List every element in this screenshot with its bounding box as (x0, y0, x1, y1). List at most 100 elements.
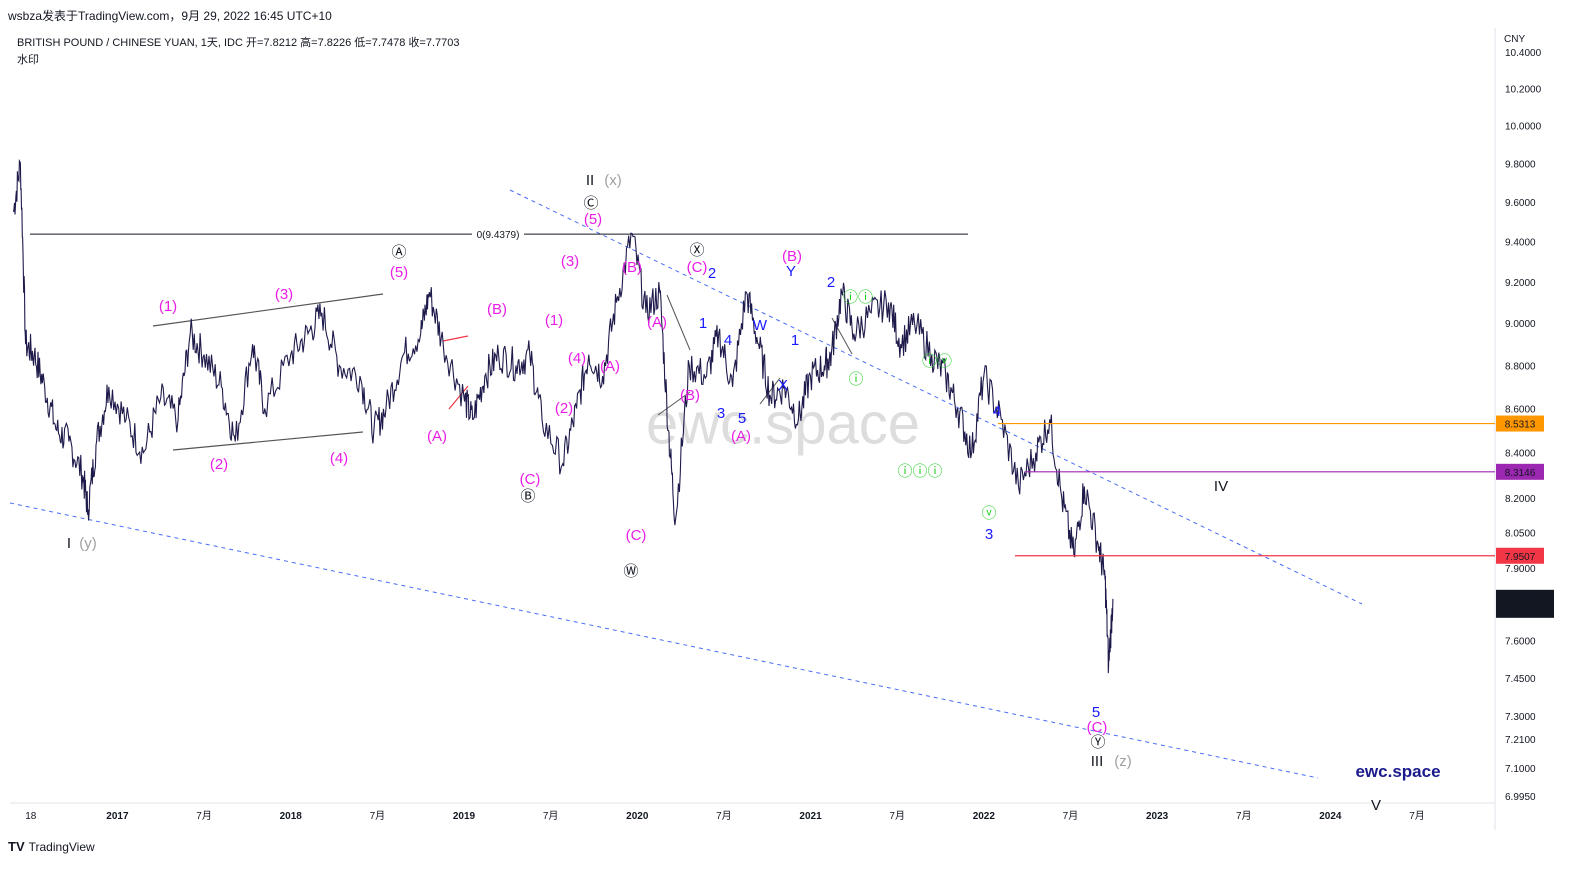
upper-trend-line (509, 189, 1363, 605)
wave-label-31: (A) (731, 428, 751, 445)
wave-label-6: (1) (159, 298, 177, 315)
level-tag-label-2: 7.9507 (1505, 552, 1536, 563)
wave-label-15: (1) (545, 312, 563, 329)
wave-label-4: Ⓐ (391, 244, 406, 261)
level-tag-label-0: 8.5313 (1505, 420, 1536, 431)
wave-label-0: II (586, 172, 594, 189)
red-wedge-top (442, 335, 469, 342)
x-tick-label-7: 2020 (626, 811, 649, 822)
wave-label-23: (C) (687, 259, 708, 276)
y-tick-label-6: 9.2000 (1505, 278, 1536, 289)
x-tick-label-14: 7月 (1236, 810, 1252, 822)
y-tick-label-17: 7.3000 (1505, 712, 1536, 723)
level-tag-1 (1496, 463, 1544, 480)
x-tick-label-5: 2019 (453, 811, 476, 822)
wave-label-26: (B) (680, 387, 700, 404)
wave-label-21: Ⓦ (623, 563, 638, 580)
close-value: 收=7.7703 (408, 37, 460, 49)
lower-channel-line (9, 502, 1319, 779)
price-line (12, 158, 1114, 674)
level-tag-0 (1496, 415, 1544, 432)
currency-label: CNY (1504, 34, 1525, 45)
wave-label-43: ⓥ (981, 505, 996, 522)
wave-label-34: 1 (791, 332, 799, 349)
x-tick-label-16: 7月 (1409, 810, 1425, 822)
fib-label-bg (472, 228, 524, 241)
x-tick-label-1: 2017 (106, 811, 129, 822)
symbol-legend: BRITISH POUND / CHINESE YUAN, 1天, IDC 开=… (17, 34, 460, 50)
wave-label-52: (y) (79, 535, 97, 552)
low-value: 低=7.7478 (354, 37, 406, 49)
x-tick-label-9: 2021 (799, 811, 822, 822)
wave-label-3: (5) (584, 211, 602, 228)
y-tick-label-19: 7.1000 (1505, 764, 1536, 775)
wedge-line-c (759, 377, 781, 405)
fib-level-label: 0(9.4379) (477, 230, 520, 241)
countdown-label: 15:14:13 (1505, 606, 1544, 617)
y-tick-label-20: 6.9950 (1505, 792, 1536, 803)
x-tick-label-2: 7月 (196, 810, 212, 822)
wave-label-53: V (1371, 797, 1381, 814)
high-value: 高=7.8226 (300, 37, 352, 49)
plot-area[interactable] (10, 28, 1495, 803)
wave-label-41: ⓘⓘⓘ (897, 463, 942, 480)
wave-label-7: (3) (275, 286, 293, 303)
y-tick-label-4: 9.6000 (1505, 198, 1536, 209)
wave-label-44: 3 (985, 526, 993, 543)
y-tick-label-8: 8.8000 (1505, 361, 1536, 372)
wave-label-17: (2) (555, 400, 573, 417)
wave-label-51: I (67, 535, 71, 552)
y-tick-label-1: 10.2000 (1505, 84, 1542, 95)
wave-label-40: ⓘⓥ (922, 353, 952, 370)
x-tick-label-3: 2018 (280, 811, 303, 822)
wave-label-32: W (753, 317, 768, 334)
y-tick-label-15: 7.6000 (1505, 636, 1536, 647)
x-tick-label-0: 18 (25, 811, 37, 822)
wave-label-49: III (1091, 753, 1104, 770)
wedge-line-b (657, 391, 691, 416)
wave-label-35: (B) (782, 248, 802, 265)
wave-label-19: (A) (600, 358, 620, 375)
wave-label-5: (5) (390, 264, 408, 281)
red-wedge-bottom (448, 385, 469, 410)
y-tick-label-16: 7.4500 (1505, 674, 1536, 685)
brand-label: ewc.space (1355, 762, 1440, 781)
x-tick-label-10: 7月 (889, 810, 905, 822)
wave-label-29: 3 (717, 405, 725, 422)
y-tick-label-11: 8.2000 (1505, 494, 1536, 505)
x-tick-label-6: 7月 (543, 810, 559, 822)
y-tick-label-2: 10.0000 (1505, 122, 1542, 133)
x-tick-label-4: 7月 (370, 810, 386, 822)
wave-label-48: Ⓨ (1090, 734, 1105, 751)
watermark-legend: 水印 (17, 54, 39, 66)
wave-label-25: (A) (647, 314, 667, 331)
wave-label-2: Ⓒ (583, 195, 598, 212)
wave-label-8: (2) (210, 456, 228, 473)
level-tag-2 (1496, 547, 1544, 564)
wave-label-24: 2 (708, 265, 716, 282)
x-tick-label-12: 7月 (1063, 810, 1079, 822)
wave-label-1: (x) (604, 172, 622, 189)
publisher-header: wsbza发表于TradingView.com，9月 29, 2022 16:4… (8, 9, 332, 23)
footer: TV TradingView (8, 839, 95, 854)
x-tick-label-15: 2024 (1319, 811, 1342, 822)
wave-label-37: 2 (827, 274, 835, 291)
y-tick-label-7: 9.0000 (1505, 319, 1536, 330)
y-tick-label-9: 8.6000 (1505, 405, 1536, 416)
last-price-label: 7.7703 (1505, 594, 1536, 605)
wave-label-20: (C) (626, 527, 647, 544)
symbol-name: BRITISH POUND / CHINESE YUAN, 1天, IDC (17, 37, 243, 49)
x-tick-label-11: 2022 (973, 811, 996, 822)
wave-label-45: IV (1214, 478, 1228, 495)
wave-label-50: (z) (1114, 753, 1132, 770)
wave-label-14: (3) (561, 253, 579, 270)
triangle-lower-line (172, 431, 364, 451)
wave-label-38: ⓘⓘ (843, 289, 873, 306)
wave-label-39: ⓘ (848, 371, 863, 388)
y-tick-label-13: 7.9000 (1505, 564, 1536, 575)
time-axis[interactable]: 18 2017 7月 2018 7月 2019 7月 2020 7月 2021 7月 2022 7月 20… (25, 810, 1425, 822)
y-tick-label-3: 9.8000 (1505, 159, 1536, 170)
wave-label-10: (B) (487, 301, 507, 318)
